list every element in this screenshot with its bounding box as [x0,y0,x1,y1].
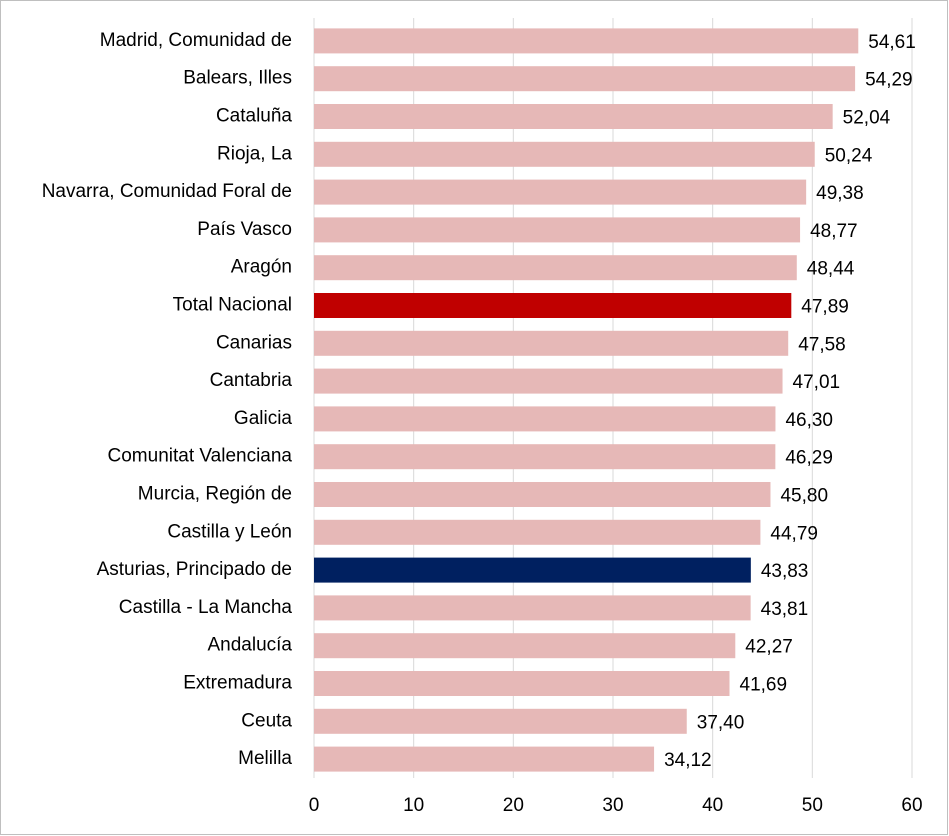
bar [314,746,655,772]
y-tick-label: Madrid, Comunidad de [100,30,292,51]
y-tick-label: Canarias [216,332,292,353]
bar [314,595,751,621]
data-label: 47,01 [793,372,841,393]
data-label: 44,79 [770,523,818,544]
x-tick-label: 50 [802,795,823,816]
bar [314,179,807,205]
data-label: 37,40 [697,712,745,733]
x-tick-label: 20 [503,795,524,816]
bar [314,141,815,167]
bar [314,708,687,734]
data-label: 52,04 [843,108,891,129]
bar [314,255,797,281]
bar [314,28,859,54]
data-label: 54,61 [868,32,916,53]
y-tick-label: Murcia, Región de [138,484,292,505]
data-label: 45,80 [780,486,828,507]
y-tick-label: Ceuta [241,710,292,731]
data-label: 43,83 [761,561,809,582]
bar [314,444,776,470]
data-label: 46,29 [785,448,833,469]
data-label: 42,27 [745,637,793,658]
y-tick-label: Melilla [238,748,292,769]
bar [314,104,833,129]
y-tick-label: Total Nacional [173,295,292,316]
bar [314,368,783,394]
bar [314,330,789,356]
data-label: 48,77 [810,221,858,242]
y-tick-label: Cataluña [216,106,292,127]
data-label: 54,29 [865,70,913,91]
y-tick-label: Balears, Illes [183,68,292,89]
x-tick-label: 0 [309,795,320,816]
y-tick-label: Rioja, La [217,143,292,164]
bar [314,482,771,507]
y-tick-label: Extremadura [183,673,292,694]
data-label: 43,81 [761,599,809,620]
data-label: 50,24 [825,145,873,166]
data-label: 47,89 [801,297,849,318]
y-tick-label: Cantabria [210,370,293,391]
bar [314,519,761,545]
data-label: 46,30 [785,410,833,431]
bar [314,293,792,318]
bar [314,406,776,432]
x-tick-label: 40 [702,795,723,816]
y-tick-label: Comunitat Valenciana [108,446,293,467]
bar [314,557,751,583]
y-tick-label: Galicia [234,408,293,429]
y-tick-label: Navarra, Comunidad Foral de [42,181,292,202]
x-tick-label: 30 [602,795,623,816]
x-tick-label: 60 [901,795,922,816]
bar [314,217,801,243]
bar [314,671,730,696]
y-tick-label: Castilla y León [167,521,292,542]
data-label: 34,12 [664,750,712,771]
y-tick-label: Aragón [231,257,292,278]
data-label: 48,44 [807,259,855,280]
y-tick-label: Castilla - La Mancha [119,597,293,618]
data-label: 41,69 [740,675,788,696]
y-tick-label: Andalucía [207,635,292,656]
data-label: 49,38 [816,183,864,204]
bar [314,633,736,659]
x-tick-label: 10 [403,795,424,816]
data-label: 47,58 [798,334,846,355]
bar [314,66,856,92]
y-tick-label: País Vasco [197,219,292,240]
y-tick-label: Asturias, Principado de [97,559,292,580]
